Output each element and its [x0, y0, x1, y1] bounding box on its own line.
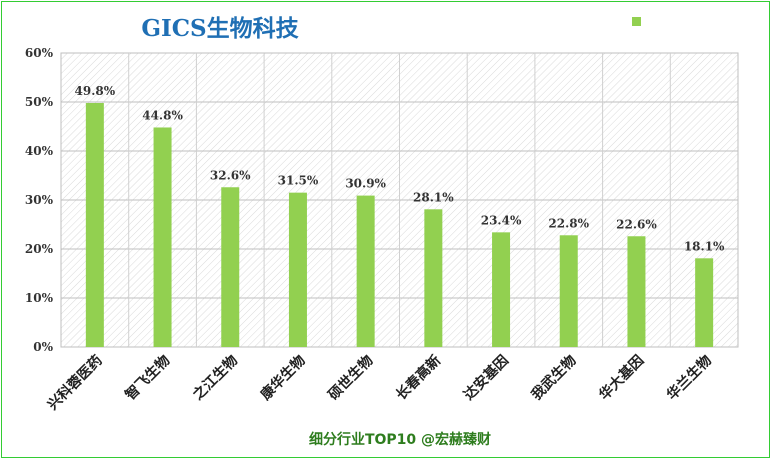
data-label: 44.8%	[142, 108, 183, 122]
bars	[85, 102, 714, 347]
data-label: 18.1%	[684, 239, 725, 253]
x-tick-label: 长春高新	[393, 352, 445, 404]
bar	[492, 232, 511, 347]
data-label: 22.6%	[616, 217, 657, 231]
y-axis-ticks: 0% 10% 20% 30% 40% 50% 60%	[25, 46, 54, 354]
x-tick-label: 硕世生物	[325, 352, 377, 404]
data-label: 30.9%	[345, 177, 386, 191]
legend-label: ROE*	[646, 13, 689, 32]
gridlines	[61, 52, 738, 348]
x-tick-label: 之江生物	[189, 352, 241, 404]
x-axis-ticks: 兴科蓉医药 智飞生物 之江生物 康华生物 硕世生物 长春高新 达安基因 我武生物 华大基因 华兰生…	[44, 352, 715, 414]
footer-caption: 细分行业TOP10 @宏赫臻财	[309, 431, 491, 448]
chart-title: GICS生物科技	[141, 15, 299, 42]
y-tick-label: 50%	[25, 95, 54, 109]
bar	[356, 195, 375, 347]
legend: ROE*	[632, 13, 689, 32]
bar	[627, 236, 646, 347]
bar	[695, 258, 714, 347]
data-label: 28.1%	[413, 190, 454, 204]
data-label: 49.8%	[75, 84, 116, 98]
bar	[424, 209, 443, 347]
bar	[559, 235, 578, 347]
y-tick-label: 10%	[25, 291, 54, 305]
data-label: 32.6%	[210, 168, 251, 182]
y-tick-label: 20%	[25, 242, 54, 256]
data-label: 22.8%	[548, 216, 589, 230]
x-tick-label: 智飞生物	[121, 352, 173, 404]
data-label: 31.5%	[278, 174, 319, 188]
x-tick-label: 华大基因	[596, 352, 648, 404]
y-tick-label: 30%	[25, 193, 54, 207]
bar	[85, 102, 104, 347]
bar	[221, 187, 240, 347]
y-tick-label: 40%	[25, 144, 54, 158]
y-tick-label: 0%	[33, 340, 53, 354]
x-tick-label: 华兰生物	[663, 352, 715, 404]
data-label: 23.4%	[481, 213, 522, 227]
x-tick-label: 兴科蓉医药	[44, 352, 106, 414]
x-tick-label: 康华生物	[257, 352, 309, 404]
x-tick-label: 我武生物	[528, 352, 580, 404]
bar	[288, 192, 307, 347]
x-tick-label: 达安基因	[460, 352, 512, 404]
legend-swatch	[632, 17, 641, 26]
data-labels: 49.8% 44.8% 32.6% 31.5% 30.9% 28.1% 23.4% 22.8%…	[75, 84, 726, 253]
bar	[153, 127, 172, 347]
y-tick-label: 60%	[25, 46, 54, 60]
